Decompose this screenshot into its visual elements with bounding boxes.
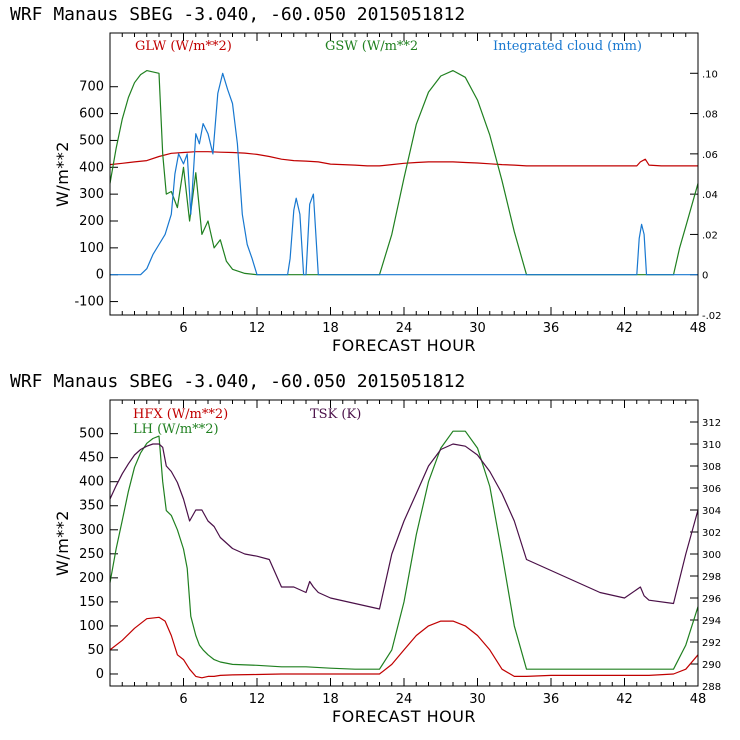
legend-entry-2: Integrated cloud (mm) — [493, 39, 642, 54]
y-tick-label: 600 — [79, 107, 104, 122]
y-tick-label: 200 — [79, 571, 104, 586]
x-tick-label: 42 — [616, 321, 633, 336]
series-line-0 — [109, 616, 699, 679]
x-tick-label: 18 — [322, 321, 339, 336]
y-tick-label: -100 — [74, 295, 104, 310]
y2-tick-label: 304 — [702, 506, 721, 517]
x-tick-label: 48 — [690, 321, 707, 336]
y-tick-label: 100 — [79, 619, 104, 634]
y-tick-label: 50 — [87, 643, 104, 658]
y2-tick-label: .04 — [702, 190, 718, 201]
x-tick-label: 12 — [249, 321, 266, 336]
y-tick-label: 200 — [79, 214, 104, 229]
y2-tick-label: 292 — [702, 638, 721, 649]
y-tick-label: 500 — [79, 427, 104, 442]
y-tick-label: 500 — [79, 133, 104, 148]
y2-tick-label: .08 — [702, 110, 718, 121]
y-tick-label: 300 — [79, 187, 104, 202]
y-tick-label: 100 — [79, 241, 104, 256]
x-tick-label: 30 — [469, 692, 486, 707]
x-tick-label: 24 — [396, 321, 413, 336]
x-tick-label: 12 — [249, 692, 266, 707]
y2-tick-label: 306 — [702, 484, 721, 495]
series-line-1 — [109, 430, 699, 670]
y2-tick-label: 302 — [702, 528, 721, 539]
x-tick-label: 6 — [179, 692, 187, 707]
y2-tick-label: 294 — [702, 616, 721, 627]
surface-flux-panel: WRF Manaus SBEG -3.040, -60.050 20150518… — [10, 371, 721, 726]
y2-tick-label: 0 — [702, 271, 708, 282]
x-axis-label: FORECAST HOUR — [332, 336, 476, 355]
y-tick-label: 400 — [79, 475, 104, 490]
y2-tick-label: 290 — [702, 660, 721, 671]
x-axis-label: FORECAST HOUR — [332, 707, 476, 726]
series-line-1 — [109, 70, 699, 276]
y-axis-label: W/m**2 — [53, 141, 72, 207]
radiation-cloud-panel: WRF Manaus SBEG -3.040, -60.050 20150518… — [10, 4, 722, 355]
y-tick-label: 250 — [79, 547, 104, 562]
legend-entry-0: HFX (W/m**2) — [133, 407, 228, 422]
chart-title: WRF Manaus SBEG -3.040, -60.050 20150518… — [10, 4, 465, 25]
x-tick-label: 36 — [543, 321, 560, 336]
plot-frame — [109, 32, 699, 316]
legend-entry-2: TSK (K) — [310, 407, 361, 422]
y2-tick-label: 308 — [702, 462, 721, 473]
series-line-2 — [110, 72, 698, 276]
y-tick-label: 150 — [79, 595, 104, 610]
x-tick-label: 48 — [690, 692, 707, 707]
y-tick-label: 300 — [79, 523, 104, 538]
plot-frame-overlay — [109, 32, 699, 316]
y2-tick-label: 288 — [702, 682, 721, 693]
y2-tick-label: .06 — [702, 150, 718, 161]
y-tick-label: 0 — [96, 268, 104, 283]
legend-entry-1: LH (W/m**2) — [133, 422, 219, 437]
y-axis-label: W/m**2 — [53, 510, 72, 576]
y2-tick-label: -.02 — [702, 311, 722, 322]
legend-entry-0: GLW (W/m**2) — [135, 39, 232, 54]
chart-title: WRF Manaus SBEG -3.040, -60.050 20150518… — [10, 371, 465, 392]
y2-tick-label: 298 — [702, 572, 721, 583]
x-tick-label: 6 — [179, 321, 187, 336]
x-tick-label: 36 — [543, 692, 560, 707]
y-tick-label: 0 — [96, 667, 104, 682]
y2-tick-label: 296 — [702, 594, 721, 605]
series-line-0 — [109, 151, 698, 167]
y2-tick-label: 312 — [702, 418, 721, 429]
y-tick-label: 700 — [79, 80, 104, 95]
x-tick-label: 24 — [396, 692, 413, 707]
y2-tick-label: .02 — [702, 230, 718, 241]
y-tick-label: 350 — [79, 499, 104, 514]
x-tick-label: 30 — [469, 321, 486, 336]
plot-frame-overlay — [109, 399, 699, 687]
y2-tick-label: 310 — [702, 440, 721, 451]
y-tick-label: 400 — [79, 160, 104, 175]
y2-tick-label: 300 — [702, 550, 721, 561]
y2-tick-label: .10 — [702, 69, 718, 80]
x-tick-label: 42 — [616, 692, 633, 707]
series-line-2 — [109, 443, 699, 610]
x-tick-label: 18 — [322, 692, 339, 707]
y-tick-label: 450 — [79, 451, 104, 466]
legend-entry-1: GSW (W/m**2 — [325, 39, 418, 54]
